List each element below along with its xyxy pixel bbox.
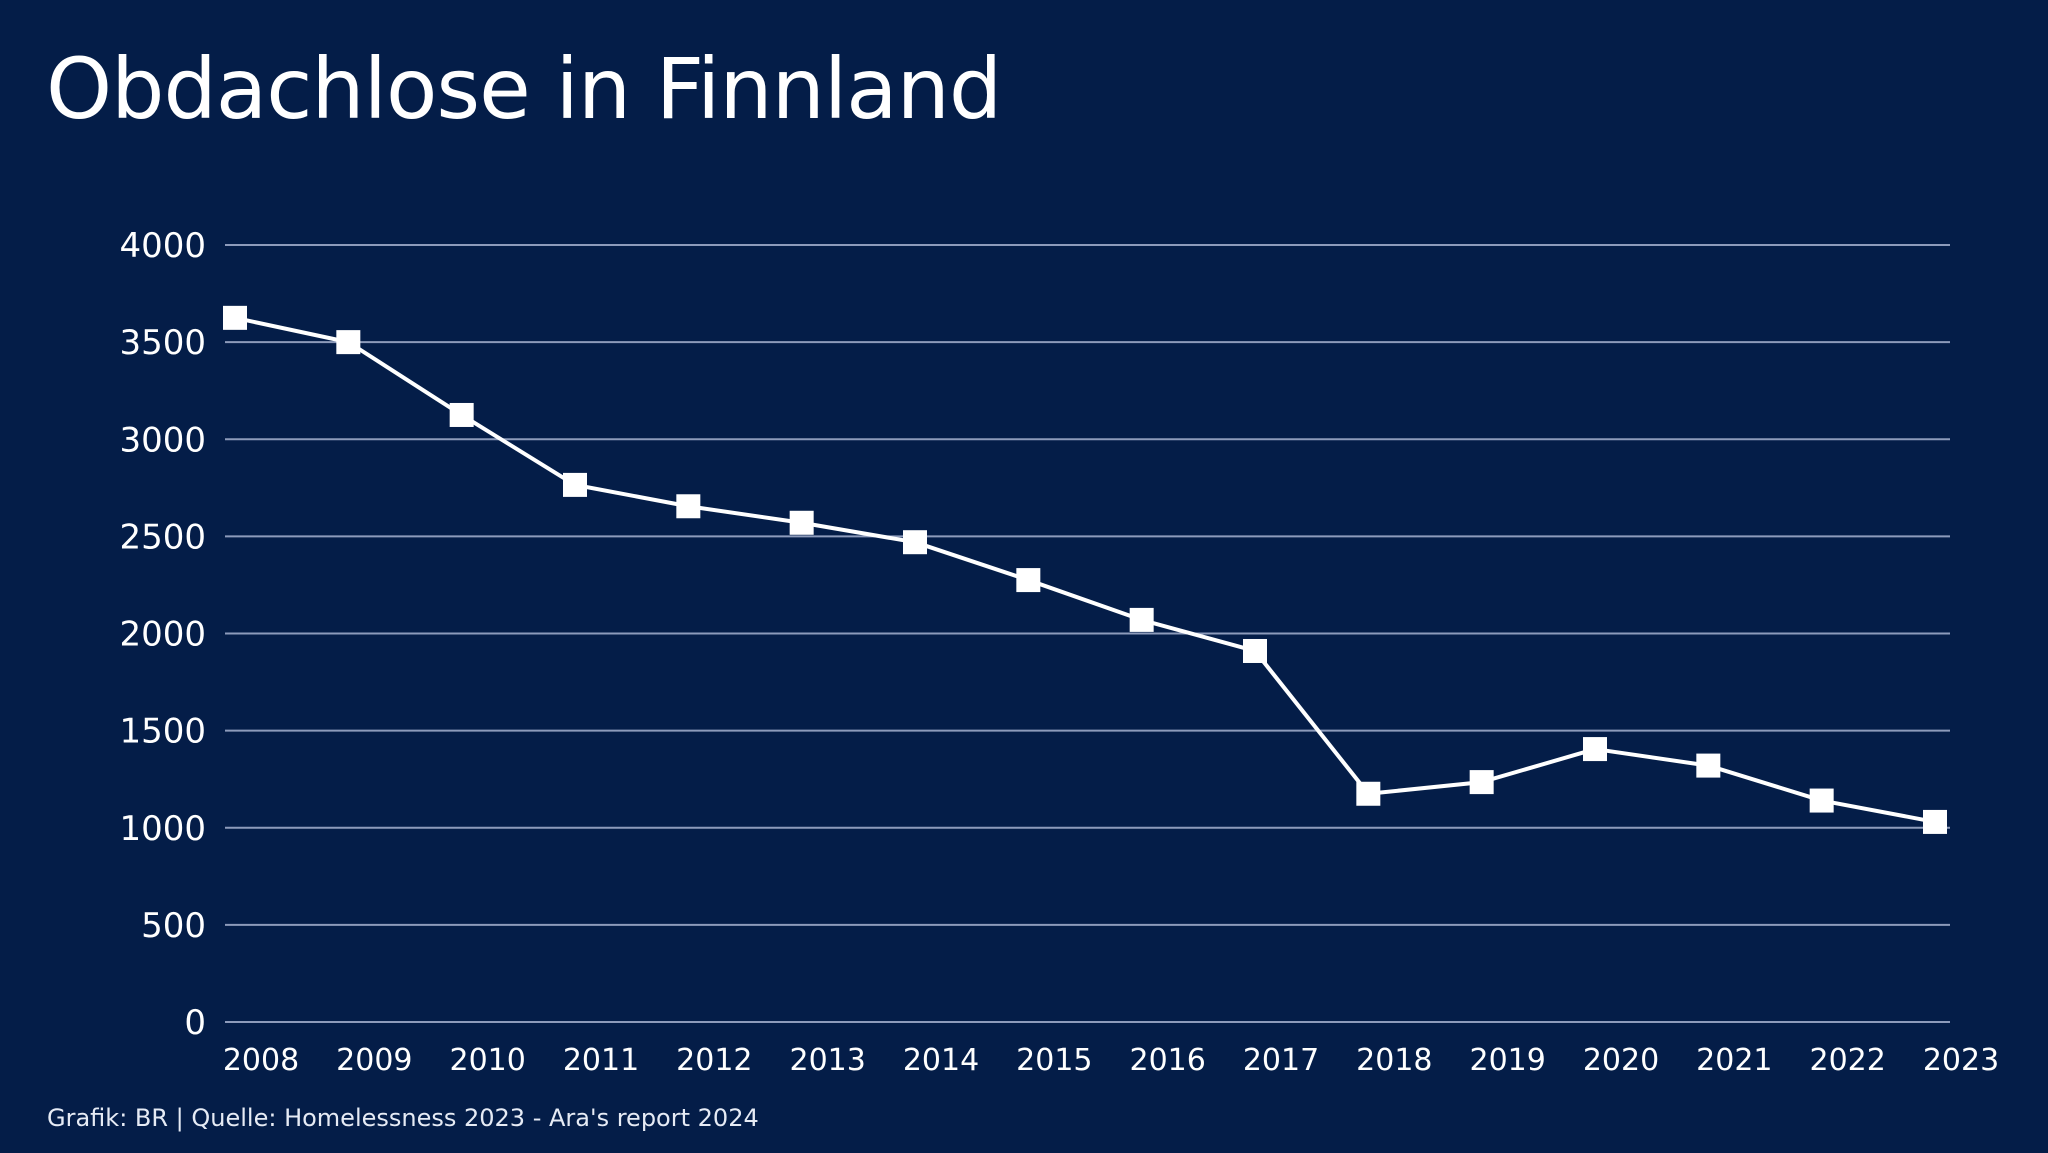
data-point-2023 <box>1923 809 1947 834</box>
y-tick-label: 3000 <box>119 420 206 460</box>
x-tick-label: 2011 <box>563 1043 639 1078</box>
data-point-2015 <box>1016 568 1041 593</box>
chart-title: Obdachlose in Finnland <box>46 40 1002 138</box>
x-tick-label: 2008 <box>223 1043 299 1078</box>
y-tick-label: 3500 <box>119 323 206 363</box>
data-point-2018 <box>1356 781 1381 806</box>
x-tick-label: 2013 <box>789 1043 865 1078</box>
y-tick-label: 1000 <box>119 809 206 849</box>
x-tick-label: 2009 <box>336 1043 412 1078</box>
x-tick-label: 2023 <box>1923 1043 1999 1078</box>
x-tick-label: 2021 <box>1696 1043 1772 1078</box>
x-axis-ticks: 2008 2009 2010 2011 2012 2013 2014 2015 2016 2017… <box>223 1043 1999 1078</box>
x-tick-label: 2017 <box>1243 1043 1319 1078</box>
data-point-2008 <box>223 305 247 330</box>
y-tick-label: 500 <box>141 906 206 946</box>
y-tick-label: 0 <box>184 1003 206 1043</box>
x-tick-label: 2010 <box>449 1043 525 1078</box>
data-points <box>223 305 1947 834</box>
x-tick-label: 2014 <box>903 1043 979 1078</box>
data-point-2016 <box>1129 607 1154 632</box>
x-tick-label: 2022 <box>1809 1043 1885 1078</box>
x-tick-label: 2015 <box>1016 1043 1092 1078</box>
data-point-2009 <box>336 330 361 355</box>
x-tick-label: 2020 <box>1583 1043 1659 1078</box>
data-point-2017 <box>1243 638 1267 663</box>
x-tick-label: 2018 <box>1356 1043 1432 1078</box>
data-point-2013 <box>789 510 814 535</box>
data-point-2010 <box>449 402 474 427</box>
data-point-2012 <box>676 494 701 519</box>
x-tick-label: 2016 <box>1129 1043 1205 1078</box>
y-tick-label: 2000 <box>119 615 206 655</box>
source-note: Grafik: BR | Quelle: Homelessness 2023 -… <box>47 1104 759 1132</box>
x-tick-label: 2012 <box>676 1043 752 1078</box>
data-point-2014 <box>903 530 927 555</box>
series-line <box>234 315 1936 824</box>
y-axis-ticks: 0 500 1000 1500 2000 2500 3000 3500 4000 <box>119 226 206 1043</box>
data-point-2021 <box>1696 753 1721 778</box>
data-point-2022 <box>1809 788 1834 813</box>
y-tick-label: 2500 <box>119 517 206 557</box>
y-tick-label: 1500 <box>119 712 206 752</box>
data-point-2011 <box>563 472 587 497</box>
x-tick-label: 2019 <box>1469 1043 1545 1078</box>
y-tick-label: 4000 <box>119 226 206 266</box>
data-point-2020 <box>1583 737 1607 762</box>
gridlines <box>225 244 1950 1023</box>
data-point-2019 <box>1469 770 1494 795</box>
